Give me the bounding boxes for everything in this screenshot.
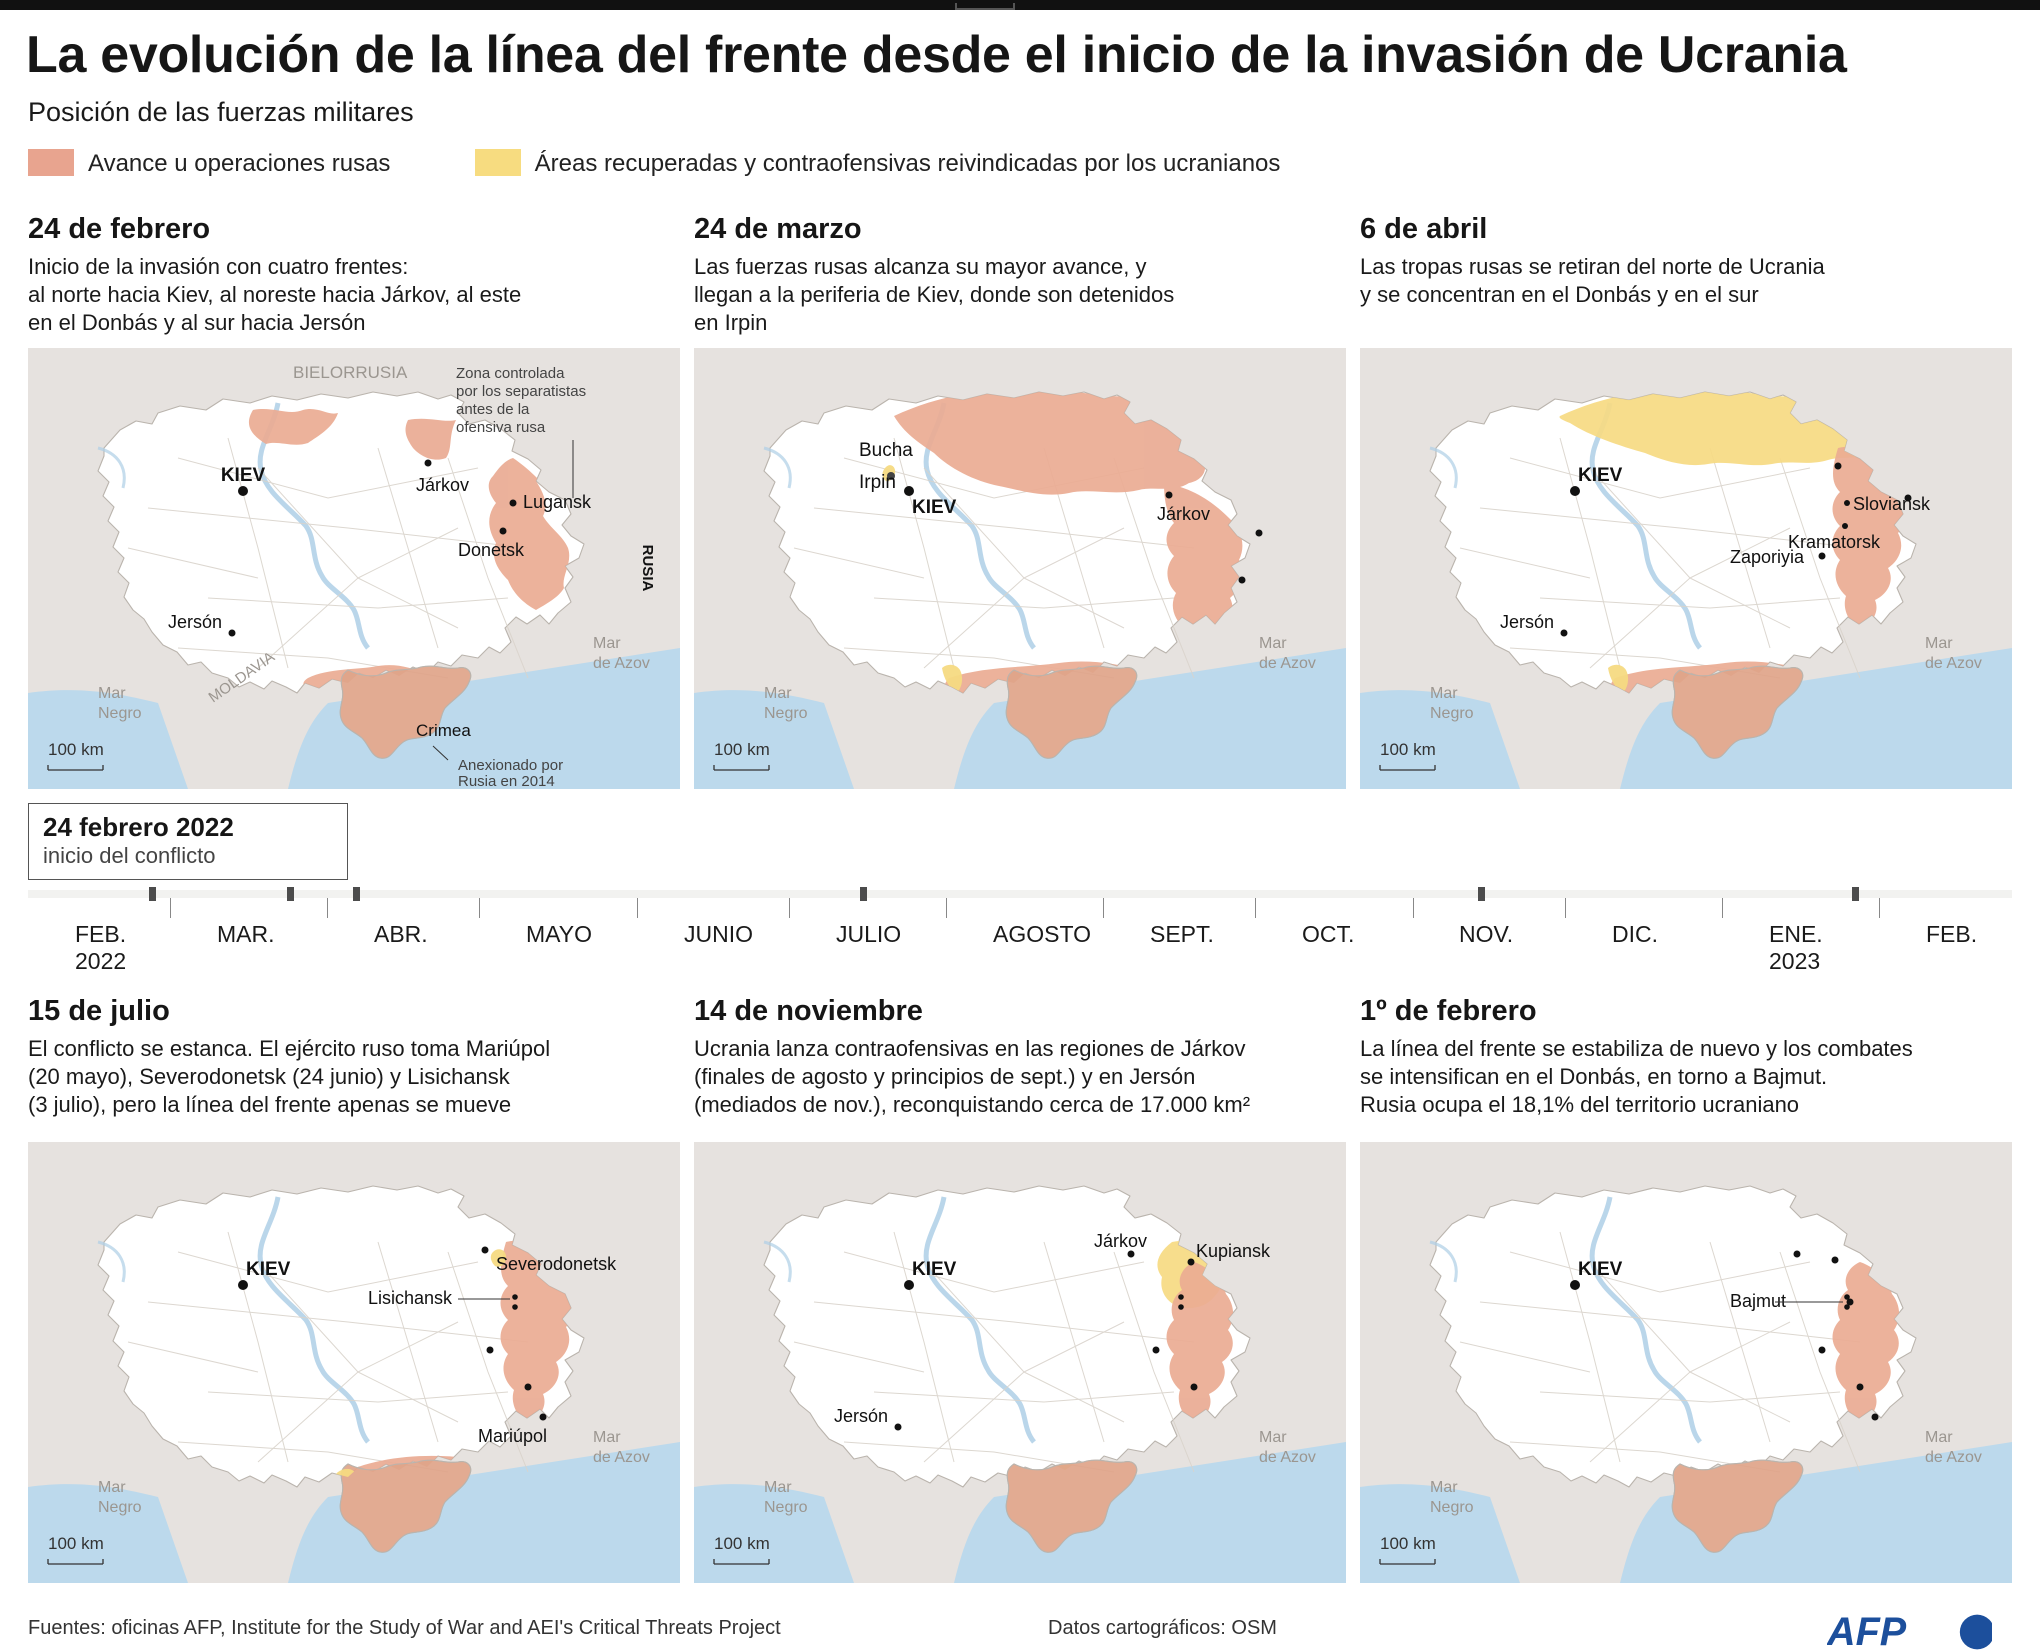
svg-text:Severodonetsk: Severodonetsk (496, 1254, 617, 1274)
svg-text:Negro: Negro (1430, 705, 1474, 722)
svg-text:Jersón: Jersón (168, 612, 222, 632)
svg-text:KIEV: KIEV (912, 1259, 957, 1280)
svg-text:Zona controlada: Zona controlada (456, 365, 565, 382)
svg-text:RUSIA: RUSIA (639, 545, 656, 592)
svg-text:Mar: Mar (1259, 1429, 1287, 1446)
svg-text:Mar: Mar (593, 635, 621, 652)
svg-text:Sloviansk: Sloviansk (1853, 494, 1931, 514)
svg-text:de Azov: de Azov (1259, 655, 1316, 672)
svg-text:Mar: Mar (1430, 1479, 1458, 1496)
svg-text:Jersón: Jersón (1500, 612, 1554, 632)
svg-text:Crimea: Crimea (416, 721, 471, 740)
svg-text:de Azov: de Azov (1925, 655, 1982, 672)
svg-text:de Azov: de Azov (593, 655, 650, 672)
svg-text:KIEV: KIEV (221, 465, 266, 486)
svg-text:de Azov: de Azov (1259, 1449, 1316, 1466)
svg-text:Anexionado por: Anexionado por (458, 757, 563, 774)
svg-text:Zaporiyia: Zaporiyia (1730, 547, 1805, 567)
svg-text:Negro: Negro (764, 1499, 808, 1516)
svg-text:Irpin: Irpin (859, 472, 896, 493)
svg-text:100 km: 100 km (714, 740, 770, 759)
svg-text:Negro: Negro (98, 705, 142, 722)
svg-text:Bajmut: Bajmut (1730, 1291, 1786, 1311)
svg-text:Kupiansk: Kupiansk (1196, 1241, 1271, 1261)
svg-text:Mar: Mar (1259, 635, 1287, 652)
svg-text:100 km: 100 km (48, 740, 104, 759)
svg-text:Lisichansk: Lisichansk (368, 1288, 453, 1308)
svg-text:100 km: 100 km (48, 1534, 104, 1553)
svg-text:Rusia en 2014: Rusia en 2014 (458, 773, 555, 789)
svg-text:Mar: Mar (98, 1479, 126, 1496)
svg-text:Mar: Mar (1925, 1429, 1953, 1446)
svg-text:Mar: Mar (593, 1429, 621, 1446)
svg-text:Mar: Mar (764, 685, 792, 702)
svg-text:Jersón: Jersón (834, 1406, 888, 1426)
svg-text:KIEV: KIEV (246, 1259, 291, 1280)
svg-text:Mar: Mar (764, 1479, 792, 1496)
svg-text:Lugansk: Lugansk (523, 492, 592, 512)
svg-text:Bucha: Bucha (859, 440, 913, 461)
svg-text:KIEV: KIEV (912, 497, 957, 518)
svg-text:100 km: 100 km (714, 1534, 770, 1553)
svg-text:100 km: 100 km (1380, 740, 1436, 759)
svg-text:Negro: Negro (1430, 1499, 1474, 1516)
svg-text:Negro: Negro (98, 1499, 142, 1516)
svg-text:de Azov: de Azov (1925, 1449, 1982, 1466)
svg-text:Mariúpol: Mariúpol (478, 1426, 547, 1446)
svg-text:por los separatistas: por los separatistas (456, 383, 586, 400)
svg-text:AFP: AFP (1827, 1610, 1907, 1652)
svg-text:Járkov: Járkov (1157, 504, 1210, 524)
svg-text:KIEV: KIEV (1578, 1259, 1623, 1280)
svg-text:Negro: Negro (764, 705, 808, 722)
svg-text:KIEV: KIEV (1578, 465, 1623, 486)
svg-text:Donetsk: Donetsk (458, 540, 525, 560)
svg-text:Járkov: Járkov (416, 475, 469, 495)
svg-text:Mar: Mar (98, 685, 126, 702)
svg-text:Mar: Mar (1430, 685, 1458, 702)
svg-text:100 km: 100 km (1380, 1534, 1436, 1553)
svg-text:de Azov: de Azov (593, 1449, 650, 1466)
svg-text:Mar: Mar (1925, 635, 1953, 652)
svg-text:BIELORRUSIA: BIELORRUSIA (293, 363, 408, 382)
svg-text:antes de la: antes de la (456, 401, 530, 418)
svg-text:ofensiva rusa: ofensiva rusa (456, 419, 546, 436)
svg-text:Járkov: Járkov (1094, 1231, 1147, 1251)
